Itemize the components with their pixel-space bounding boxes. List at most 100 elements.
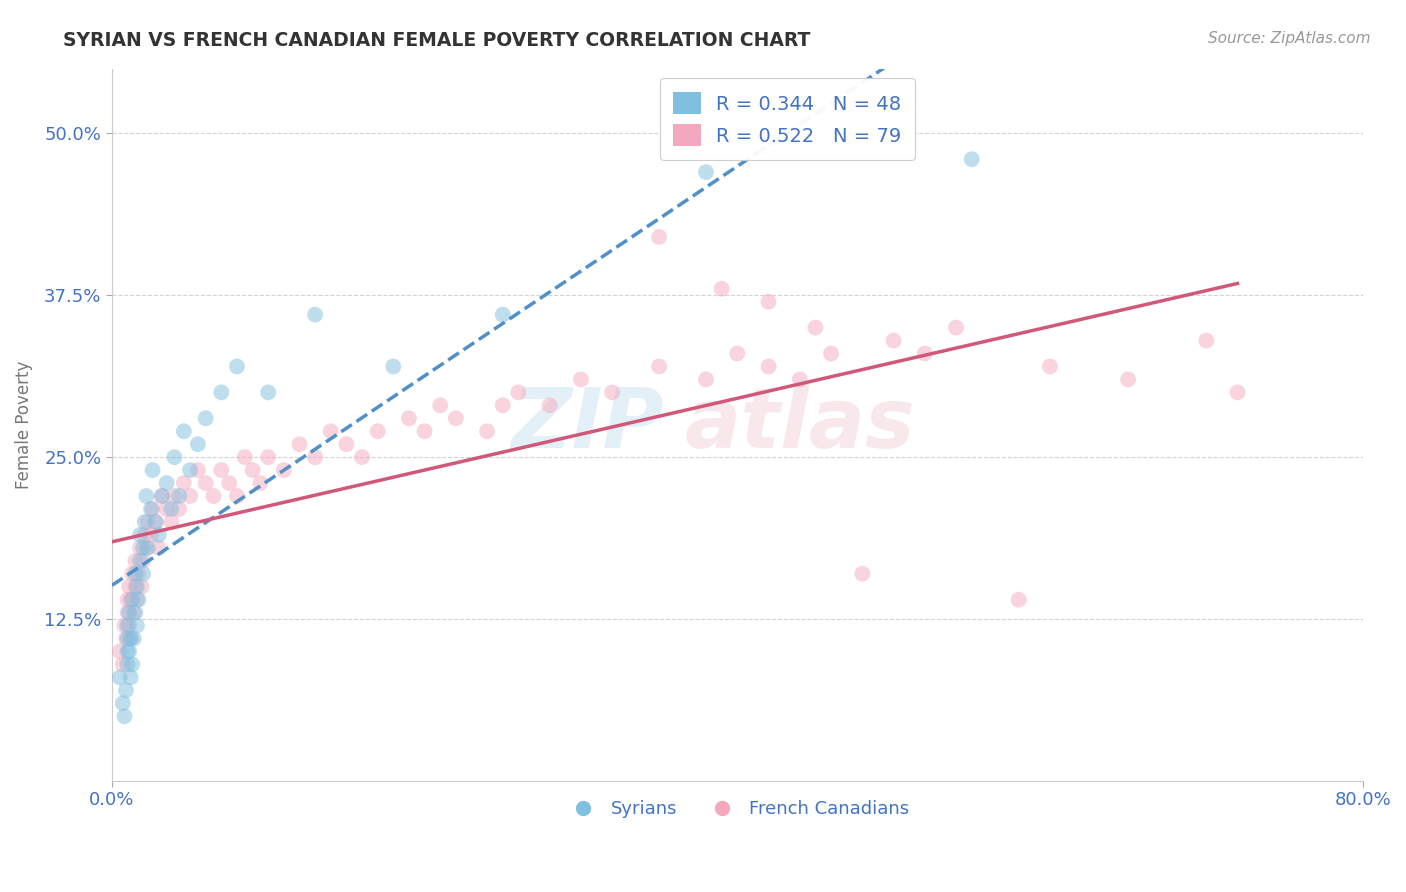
Point [112,709,135,723]
Point [117,592,139,607]
Point [122,632,145,646]
Point [118,606,141,620]
Point [145,515,167,529]
Point [145,515,167,529]
Point [139,502,162,516]
Point [117,632,139,646]
Point [135,541,157,555]
Point [335,437,357,451]
Point [148,541,170,555]
Point [131,580,153,594]
Point [121,592,143,607]
Point [132,566,155,581]
Point [226,489,249,503]
Point [695,372,717,386]
Point [367,424,389,438]
Point [167,489,190,503]
Point [538,398,561,412]
Point [139,528,162,542]
Point [118,580,141,594]
Text: atlas: atlas [685,384,915,466]
Point [127,566,149,581]
Point [115,632,138,646]
Point [118,644,141,658]
Point [117,606,139,620]
Y-axis label: Female Poverty: Female Poverty [15,360,32,489]
Point [121,657,143,672]
Point [187,463,209,477]
Point [111,696,134,710]
Point [209,385,232,400]
Point [179,463,201,477]
Point [209,463,232,477]
Point [120,592,142,607]
Point [156,476,179,491]
Point [117,618,139,632]
Point [120,632,142,646]
Point [120,632,142,646]
Point [257,385,280,400]
Point [187,437,209,451]
Point [129,541,152,555]
Point [124,554,146,568]
Point [121,566,143,581]
Point [820,346,842,360]
Point [804,320,827,334]
Text: Source: ZipAtlas.com: Source: ZipAtlas.com [1208,31,1371,46]
Point [156,502,179,516]
Point [569,372,592,386]
Point [1039,359,1062,374]
Point [129,554,152,568]
Point [148,528,170,542]
Point [150,489,173,503]
Point [226,359,249,374]
Point [167,502,190,516]
Point [163,450,186,464]
Point [398,411,420,425]
Point [1008,592,1031,607]
Point [319,424,342,438]
Point [202,489,225,503]
Point [288,437,311,451]
Point [492,308,515,322]
Point [108,670,131,684]
Point [492,398,515,412]
Point [124,566,146,581]
Point [125,618,148,632]
Point [125,580,148,594]
Point [127,592,149,607]
Point [118,618,141,632]
Point [960,152,983,166]
Point [142,463,165,477]
Point [695,165,717,179]
Point [382,359,405,374]
Point [883,334,905,348]
Point [233,450,256,464]
Point [142,502,165,516]
Point [132,541,155,555]
Point [304,450,326,464]
Point [273,463,295,477]
Point [600,385,623,400]
Point [1226,385,1249,400]
Point [945,320,967,334]
Point [789,372,811,386]
Point [257,450,280,464]
Point [108,644,131,658]
Point [124,580,146,594]
Text: SYRIAN VS FRENCH CANADIAN FEMALE POVERTY CORRELATION CHART: SYRIAN VS FRENCH CANADIAN FEMALE POVERTY… [63,31,811,50]
Point [710,282,733,296]
Point [150,489,173,503]
Point [725,346,748,360]
Point [758,359,780,374]
Point [134,528,156,542]
Point [242,463,264,477]
Point [111,657,134,672]
Point [163,489,186,503]
Point [413,424,436,438]
Point [851,566,873,581]
Point [249,476,271,491]
Point [124,606,146,620]
Point [112,618,135,632]
Point [179,489,201,503]
